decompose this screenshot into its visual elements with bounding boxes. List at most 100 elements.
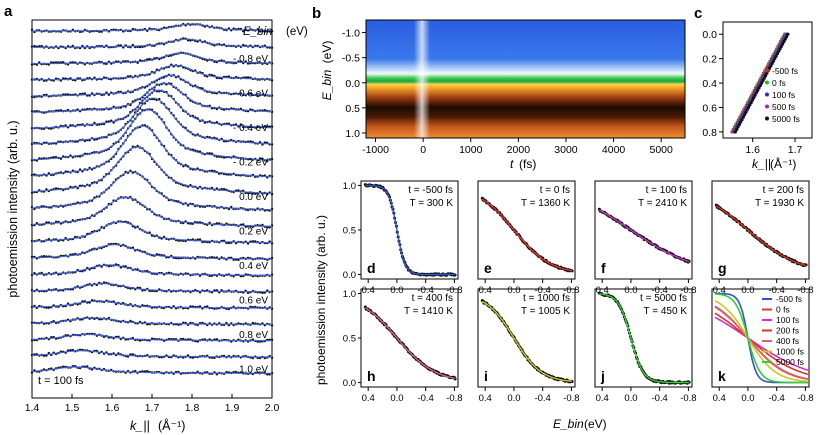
small-panel-xtick-label: 0.4: [362, 285, 375, 296]
panel-a-xtick-label: 2.0: [265, 402, 280, 414]
panel-k-curve: [714, 293, 808, 384]
panel-b-xunit: (fs): [519, 157, 536, 171]
small-panel-xtick-label: -0.4: [534, 285, 550, 296]
small-panel-xtick-label: 0.0: [624, 285, 637, 296]
small-panel-fit: [599, 293, 689, 384]
panel-a-fit-curve: [32, 264, 272, 276]
panel-b-ticks: -1000 0 1000 2000 3000 4000 5000 -1.0 -0.5 0.0 0.5…: [342, 28, 673, 156]
panel-a-energy-label: - 0.4 eV: [233, 123, 268, 134]
panel-a-xtick-label: 1.6: [105, 402, 120, 414]
panel-a-data-curve: [30, 97, 274, 146]
panel-a-header-unit: (eV): [286, 26, 308, 38]
small-panel-ytick-label: 1.0: [343, 289, 356, 300]
panel-c-ytick-label: 0.6: [702, 102, 717, 114]
panel-c-legend-marker: [765, 68, 769, 73]
small-panel-xtick-label: -0.8: [446, 393, 462, 404]
panel-letter-j: j: [600, 368, 605, 384]
small-panel-xtick-label: 0.4: [479, 285, 492, 296]
small-panel-time-label: t = -500 fs: [408, 185, 453, 196]
panel-a-energy-label: - 0.8 eV: [233, 54, 268, 65]
panel-letter-d: d: [367, 260, 376, 276]
panel-a-energy-label: 0.8 eV: [239, 330, 268, 341]
panel-a-fit-curve: [31, 146, 272, 194]
small-panel-xtick-label: -0.4: [417, 393, 433, 404]
panel-b-ytick-label: -0.5: [342, 53, 360, 65]
panel-a-fit-curve: [31, 283, 272, 293]
panel-a-xtick-label: 1.7: [145, 402, 160, 414]
panel-c-legend-label: 0 fs: [772, 78, 786, 88]
panel-c-ytick-label: 0.0: [702, 29, 717, 41]
small-panel-xtick-label: 0.0: [624, 393, 637, 404]
panel-b-xtick-label: 2000: [507, 144, 531, 156]
small-panel-frame: [477, 288, 576, 388]
panel-a-energy-label: 0.6 eV: [239, 296, 268, 307]
small-panel-xtick-label: -0.4: [651, 285, 667, 296]
panel-a-fit-curve: [31, 97, 273, 145]
panel-c-legend-marker: [765, 92, 769, 97]
small-panel-temperature-label: T = 300 K: [410, 198, 454, 209]
panel-letter-g: g: [718, 260, 727, 276]
panels-dk-xunit: (eV): [584, 417, 607, 431]
panel-b-yunit: (eV): [320, 41, 334, 64]
panel-b-ytick-label: 0.5: [345, 103, 360, 115]
panel-a-fit-curve: [31, 108, 273, 161]
panel-j: t = 5000 fs T = 450 K j 0.4 0.0 -0.4 -0.8: [594, 288, 697, 404]
panel-a-data-curve: [30, 263, 274, 278]
panel-a-curves: [30, 22, 274, 376]
panel-k-curve: [714, 312, 809, 376]
panel-k-legend-label: 5000 fs: [776, 357, 804, 367]
small-panel-xtick-label: 0.4: [596, 285, 609, 296]
small-panel-frame: [477, 180, 576, 280]
panel-a-xticks: 1.4 1.5 1.6 1.7 1.8 1.9 2.0: [25, 394, 280, 414]
panel-k-curve: [714, 300, 809, 383]
small-panel-xtick-label: 0.4: [596, 393, 609, 404]
panel-letter-c: c: [694, 5, 702, 22]
panel-b-xtick-label: 0: [420, 144, 426, 156]
panel-a-fit-curve: [31, 125, 273, 178]
panel-b-xtick-label: 4000: [602, 144, 626, 156]
panel-a-xtick-label: 1.9: [225, 402, 240, 414]
small-panel-xtick-label: -0.8: [680, 393, 696, 404]
panel-k-legend-label: 100 fs: [776, 315, 799, 325]
small-panel-ytick-label: 0.0: [343, 270, 356, 281]
panel-a-fit-curve: [32, 74, 273, 97]
panel-c-legend-marker: [765, 116, 769, 121]
panel-c-xunit: (Å⁻¹): [770, 156, 796, 171]
panel-k-legend-label: 400 fs: [776, 336, 799, 346]
panel-e: t = 0 fs T = 1360 K e 0.4 0.0 -0.4 -0.8: [477, 180, 580, 296]
panel-c-legend-label: 100 fs: [772, 90, 795, 100]
small-panel-xtick-label: 0.4: [362, 393, 375, 404]
panel-c-series-marks: [733, 32, 790, 134]
panel-b-ytick-label: -1.0: [342, 28, 360, 40]
panel-a-ylabel: photoemission intensity (arb. u.): [6, 120, 20, 297]
small-panel-time-label: t = 0 fs: [540, 185, 570, 196]
panel-a-data-curve: [30, 108, 274, 163]
small-panel-ytick-label: 0.0: [343, 378, 356, 389]
small-panel-ytick-label: 1.0: [343, 181, 356, 192]
small-panel-data: [714, 203, 808, 268]
panel-a-energy-label: 0.0 eV: [239, 192, 268, 203]
panel-a-xunit: (Å⁻¹): [158, 418, 185, 433]
small-panel-temperature-label: T = 1410 K: [404, 306, 453, 317]
panel-b-ytick-label: 0.0: [345, 78, 360, 90]
panel-a-xtick-label: 1.4: [25, 402, 40, 414]
small-panel-xtick-label: 0.0: [507, 285, 520, 296]
panel-c-ticks: 1.6 1.7 0.0 0.2 0.4 0.6 0.8: [702, 29, 802, 156]
panel-c-legend-marker: [765, 80, 769, 85]
panel-a-header-label: E_bin: [243, 26, 272, 38]
panel-b-heatmap-band: [366, 20, 685, 138]
panel-b-excitation-flash: [414, 20, 430, 138]
panel-c-legend-marker: [765, 104, 769, 109]
small-panel-temperature-label: T = 2410 K: [638, 198, 687, 209]
panel-letter-a: a: [4, 3, 13, 20]
panel-a-fit-curve: [31, 82, 273, 113]
panel-c-xlabel: k_||: [752, 157, 771, 171]
small-panel-ytick-label: 0.5: [343, 334, 356, 345]
small-panel-xtick-label: -0.8: [446, 285, 462, 296]
panel-b: -1000 0 1000 2000 3000 4000 5000 -1.0 -0.5 0.0 0.5…: [320, 19, 686, 171]
panel-b-xtick-label: 1000: [459, 144, 483, 156]
panel-c-ytick-label: 0.2: [702, 54, 717, 66]
panel-b-xtick-label: -1000: [362, 144, 389, 156]
panel-a-xtick-label: 1.8: [185, 402, 200, 414]
